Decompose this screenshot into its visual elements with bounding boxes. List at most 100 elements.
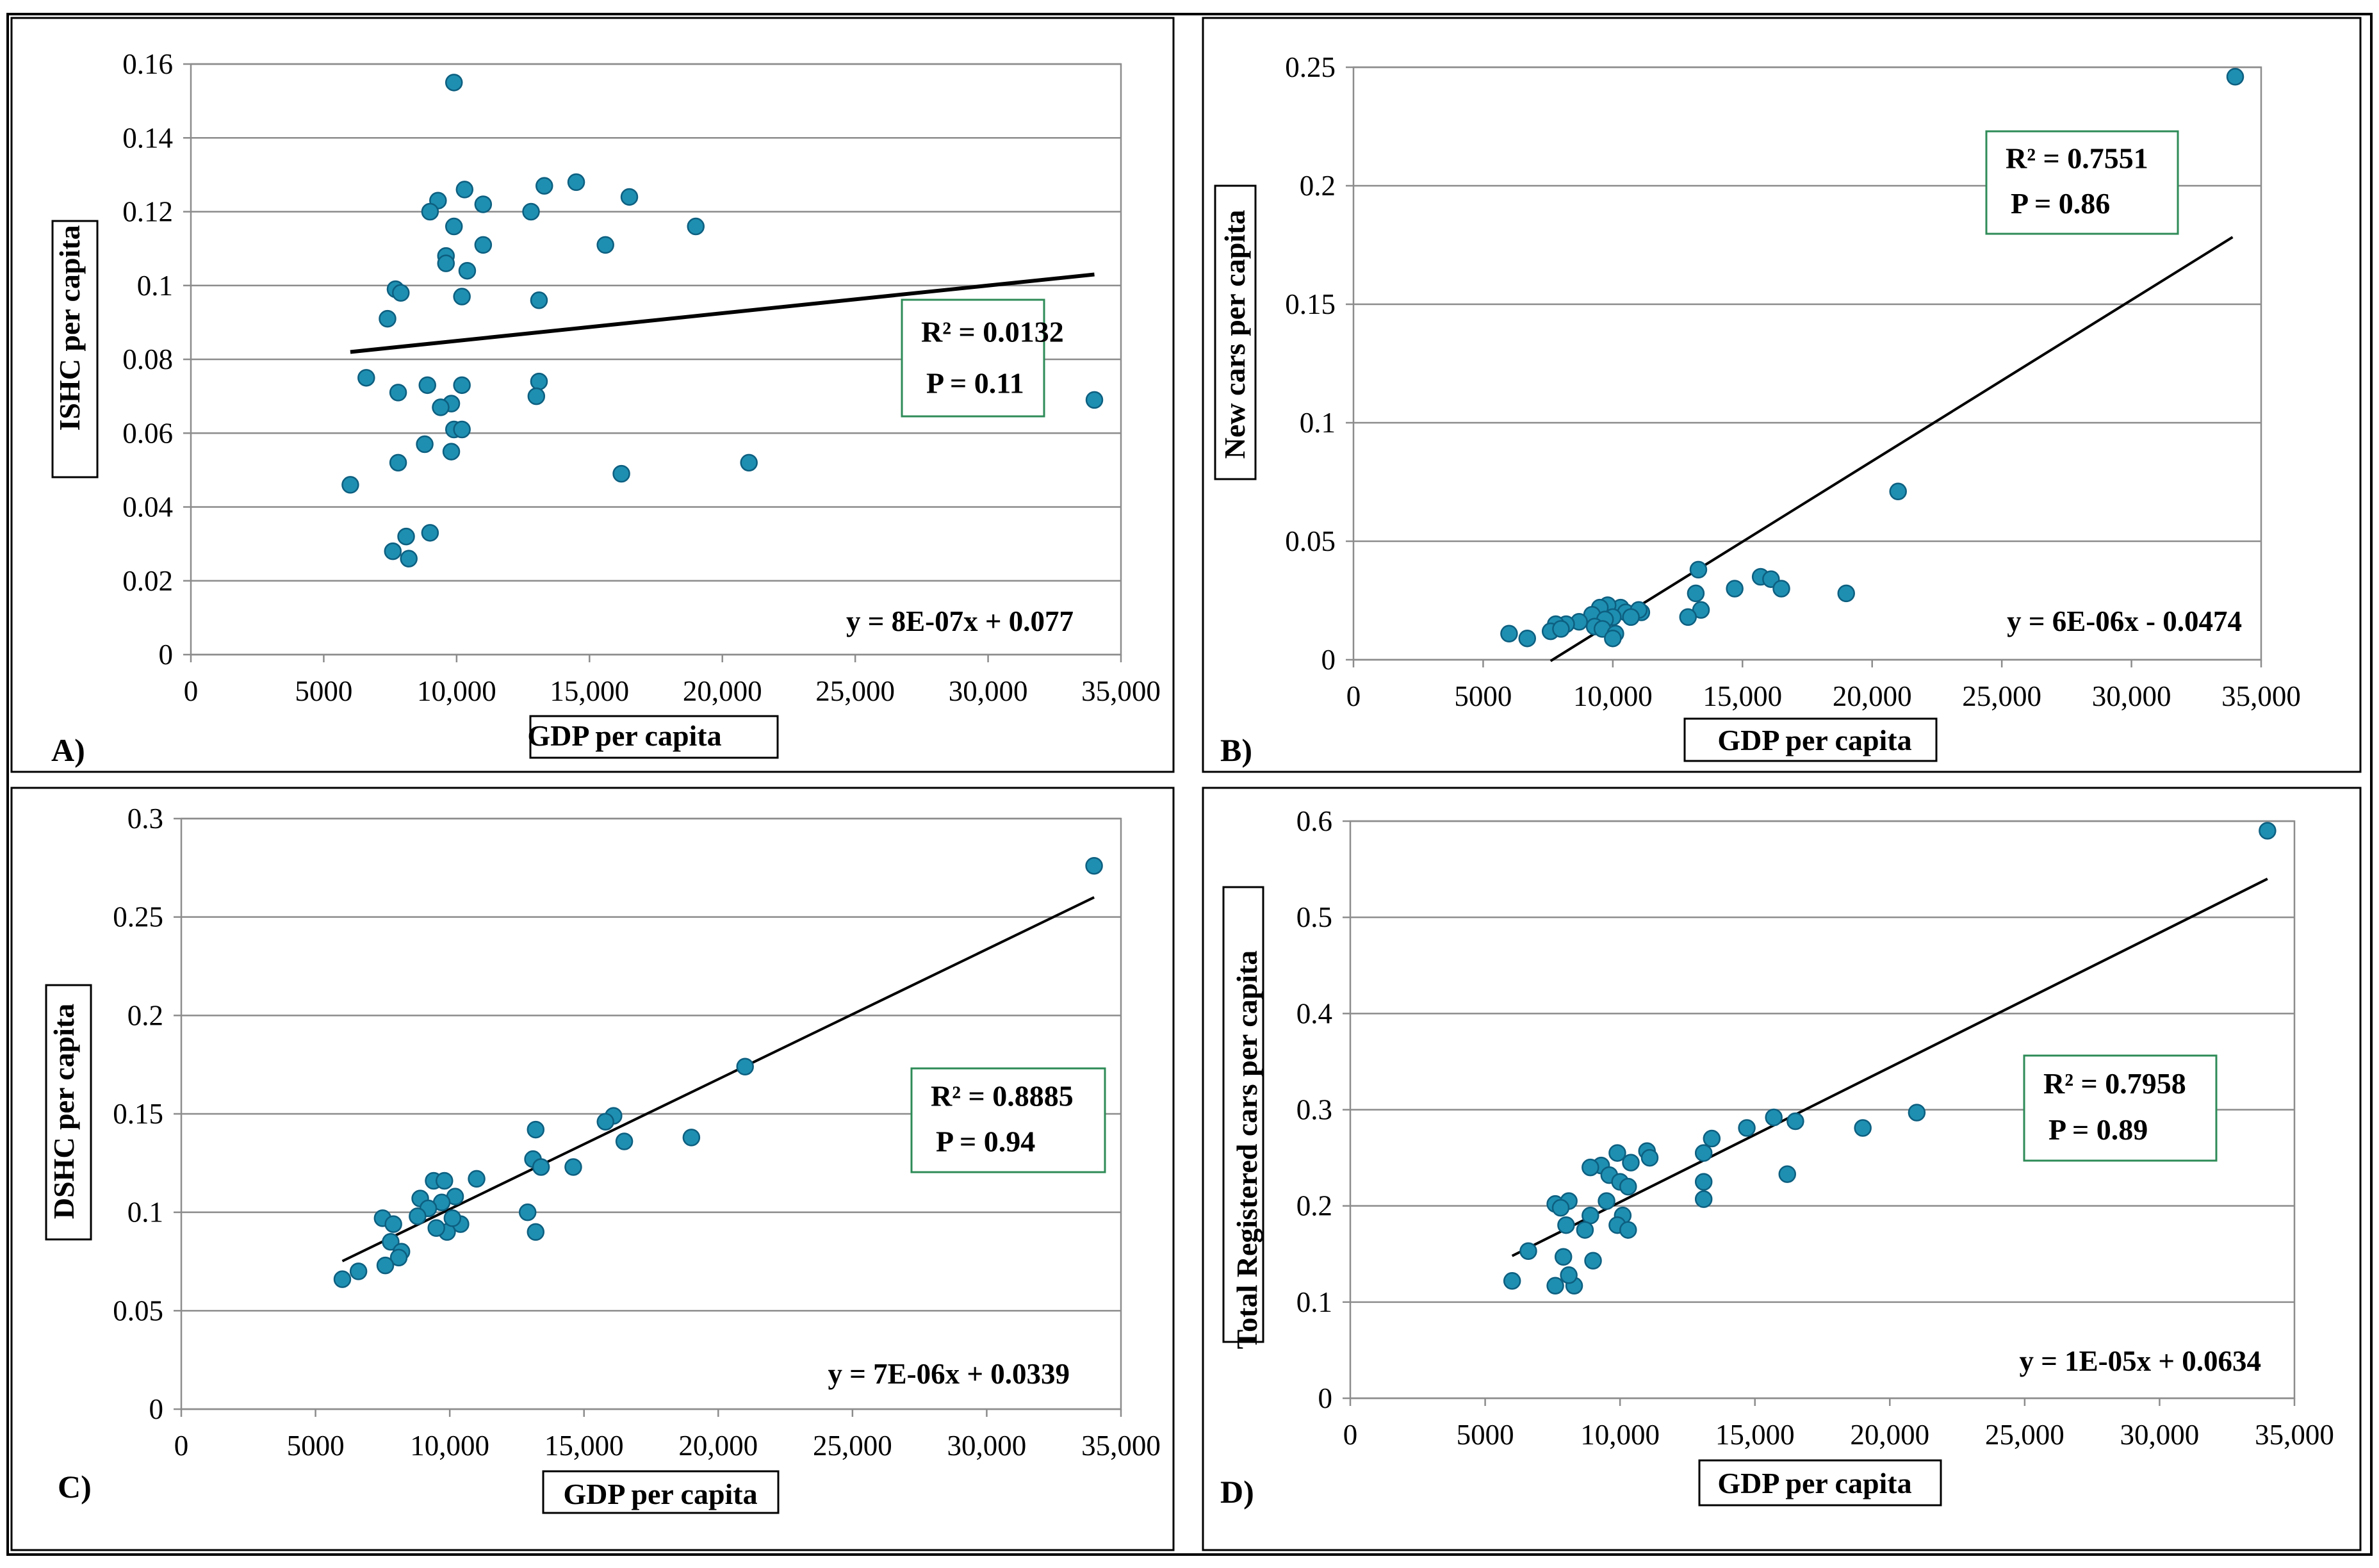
y-axis-title: DSHC per capita — [47, 1004, 80, 1220]
data-point — [445, 74, 463, 92]
data-point — [1837, 584, 1855, 603]
x-tick-label: 20,000 — [1833, 680, 1912, 712]
p-value-label: P = 0.11 — [926, 367, 1024, 400]
x-tick-label: 25,000 — [1985, 1419, 2064, 1451]
data-point — [453, 376, 471, 395]
trendline — [350, 272, 1095, 354]
x-tick-label: 0 — [1343, 1419, 1358, 1451]
x-tick-label: 10,000 — [410, 1430, 489, 1462]
data-point — [349, 1262, 368, 1280]
y-tick-label: 0.2 — [1296, 1190, 1332, 1222]
x-tick-label: 25,000 — [815, 675, 895, 707]
data-point — [389, 1248, 408, 1267]
data-point — [532, 1158, 550, 1176]
y-tick-label: 0.6 — [1296, 805, 1332, 837]
data-point — [1608, 1144, 1626, 1162]
panel-frame — [1202, 17, 2362, 773]
y-tick-label: 0.15 — [1285, 288, 1336, 320]
data-point — [445, 217, 463, 236]
y-tick-label: 0.3 — [1296, 1094, 1332, 1126]
data-point — [1500, 625, 1518, 643]
panel-b-new-cars-vs-gdp: 0 0.05 0.1 0.15 0.2 0.25 0 5000 10,000 15,000 20,0… — [1202, 17, 2362, 773]
x-axis-title: GDP per capita — [563, 1478, 757, 1510]
data-point — [1765, 1108, 1783, 1127]
y-tick-label: 0 — [149, 1393, 164, 1425]
data-point — [620, 188, 639, 206]
data-point — [1619, 1177, 1637, 1196]
data-point — [400, 550, 418, 568]
data-point — [567, 173, 585, 192]
r-squared-label: R² = 0.7551 — [2006, 142, 2148, 175]
data-point — [432, 398, 450, 416]
data-point — [596, 236, 614, 254]
x-tick-label: 15,000 — [544, 1430, 624, 1462]
data-point — [436, 1172, 454, 1190]
x-axis-title: GDP per capita — [1717, 724, 1911, 756]
data-point — [615, 1132, 634, 1150]
y-tick-label: 0.2 — [1300, 170, 1336, 202]
x-tick-label: 25,000 — [813, 1430, 892, 1462]
data-point — [453, 288, 471, 306]
data-point — [474, 236, 493, 254]
y-tick-label: 0.06 — [122, 417, 173, 449]
y-axis-title-box — [1222, 886, 1264, 1343]
x-tick-label: 5000 — [295, 675, 352, 707]
data-point — [1854, 1119, 1872, 1137]
data-point — [2226, 68, 2244, 86]
data-point — [1687, 584, 1705, 603]
y-tick-label: 0.2 — [127, 999, 163, 1031]
y-tick-label: 0.25 — [113, 901, 163, 933]
p-value-label: P = 0.86 — [2011, 187, 2110, 220]
stats-box — [901, 298, 1045, 418]
x-tick-label: 30,000 — [2120, 1419, 2200, 1451]
x-tick-label: 5000 — [1454, 680, 1512, 712]
y-tick-label: 0 — [1318, 1382, 1333, 1414]
x-tick-label: 30,000 — [949, 675, 1028, 707]
x-tick-label: 30,000 — [2092, 680, 2171, 712]
data-point — [379, 309, 396, 328]
panel-label: A) — [51, 732, 85, 768]
data-point — [1703, 1129, 1721, 1148]
y-axis-title-box — [1214, 184, 1257, 480]
x-axis-title-box — [1698, 1459, 1942, 1507]
x-tick-label: 35,000 — [1081, 1430, 1161, 1462]
x-tick-label: 0 — [1346, 680, 1361, 712]
y-axis-title-box — [45, 984, 92, 1241]
data-point — [442, 443, 461, 461]
data-point — [389, 384, 407, 402]
stats-box — [1985, 130, 2179, 235]
r-squared-label: R² = 0.8885 — [931, 1079, 1074, 1112]
data-point — [416, 435, 434, 453]
data-point — [527, 387, 546, 405]
x-tick-label: 10,000 — [1573, 680, 1653, 712]
y-tick-label: 0 — [1321, 644, 1336, 676]
data-point — [1085, 391, 1104, 409]
x-tick-label: 15,000 — [1715, 1419, 1795, 1451]
data-point — [596, 1113, 614, 1131]
data-point — [1557, 1216, 1575, 1234]
x-axis-title-box — [1683, 717, 1938, 762]
x-tick-label: 10,000 — [417, 675, 496, 707]
data-point — [1582, 1206, 1599, 1225]
data-point — [687, 217, 705, 236]
x-axis-title: GDP per capita — [1717, 1467, 1911, 1499]
y-tick-label: 0 — [159, 639, 174, 671]
data-point — [468, 1170, 486, 1188]
data-point — [1786, 1112, 1804, 1131]
regression-equation: y = 6E-06x - 0.0474 — [2007, 605, 2242, 637]
data-point — [1640, 1148, 1659, 1167]
data-point — [736, 1058, 754, 1075]
data-point — [389, 453, 407, 472]
data-point — [384, 542, 402, 560]
x-tick-label: 15,000 — [550, 675, 629, 707]
data-point — [612, 464, 630, 483]
data-point — [1503, 1272, 1521, 1290]
y-axis-title: ISHC per capita — [53, 225, 86, 430]
regression-equation: y = 1E-05x + 0.0634 — [2019, 1345, 2261, 1377]
data-point — [1622, 608, 1640, 626]
data-point — [1551, 1198, 1570, 1217]
data-point — [453, 420, 471, 439]
y-tick-label: 0.12 — [122, 196, 173, 228]
y-axis-title-box — [51, 220, 99, 478]
x-axis-title-box — [529, 715, 779, 759]
